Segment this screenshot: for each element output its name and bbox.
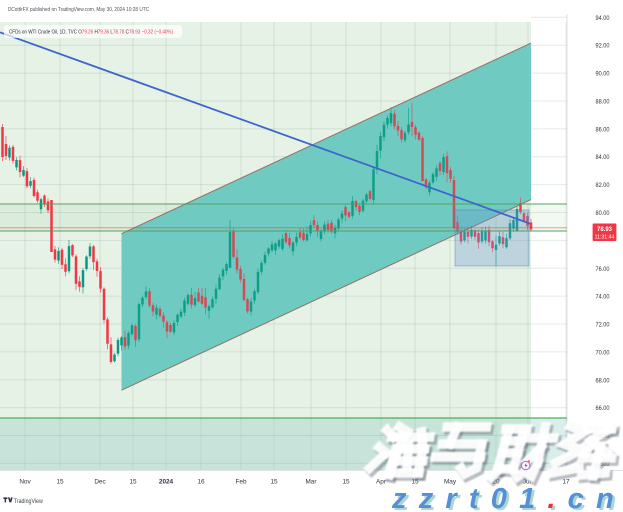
svg-text:May: May	[444, 479, 457, 486]
svg-text:80.00: 80.00	[596, 210, 610, 217]
svg-text:86.00: 86.00	[596, 126, 610, 133]
svg-text:Mar: Mar	[305, 479, 317, 486]
svg-text:66.00: 66.00	[596, 405, 610, 412]
svg-text:15: 15	[56, 479, 64, 486]
svg-text:88.00: 88.00	[596, 99, 610, 106]
svg-text:74.00: 74.00	[596, 294, 610, 301]
svg-text:90.00: 90.00	[596, 71, 610, 78]
svg-text:Apr: Apr	[376, 479, 387, 486]
svg-text:94.00: 94.00	[596, 15, 610, 22]
svg-text:72.00: 72.00	[596, 322, 610, 329]
svg-text:15: 15	[411, 479, 419, 486]
svg-text:92.00: 92.00	[596, 43, 610, 50]
svg-text:DCottlrFX published on Trading: DCottlrFX published on TradingView.com, …	[8, 7, 149, 13]
svg-text:CFDs on WTI Crude Oil, 1D, TVC: CFDs on WTI Crude Oil, 1D, TVC O79.26 H7…	[9, 30, 173, 36]
svg-text:Nov: Nov	[19, 479, 31, 486]
svg-text:Dec: Dec	[94, 479, 106, 486]
svg-text:zzrt01.cn: zzrt01.cn	[391, 483, 623, 512]
svg-text:84.00: 84.00	[596, 154, 610, 161]
svg-text:70.00: 70.00	[596, 349, 610, 356]
svg-text:Jun: Jun	[523, 479, 534, 486]
svg-text:15: 15	[342, 479, 350, 486]
svg-text:15: 15	[129, 479, 137, 486]
svg-text:Feb: Feb	[235, 479, 246, 486]
svg-text:2024: 2024	[159, 479, 174, 486]
svg-text:17: 17	[562, 479, 570, 486]
svg-text:68.00: 68.00	[596, 377, 610, 384]
svg-text:TradingView: TradingView	[14, 498, 43, 505]
svg-text:16: 16	[197, 479, 205, 486]
svg-text:76.00: 76.00	[596, 266, 610, 273]
svg-text:15: 15	[270, 479, 278, 486]
svg-text:11:31:44: 11:31:44	[595, 235, 615, 241]
svg-text:zzrt01.cn: zzrt01.cn	[394, 485, 623, 512]
svg-text:78.93: 78.93	[597, 227, 613, 233]
svg-text:82.00: 82.00	[596, 182, 610, 189]
